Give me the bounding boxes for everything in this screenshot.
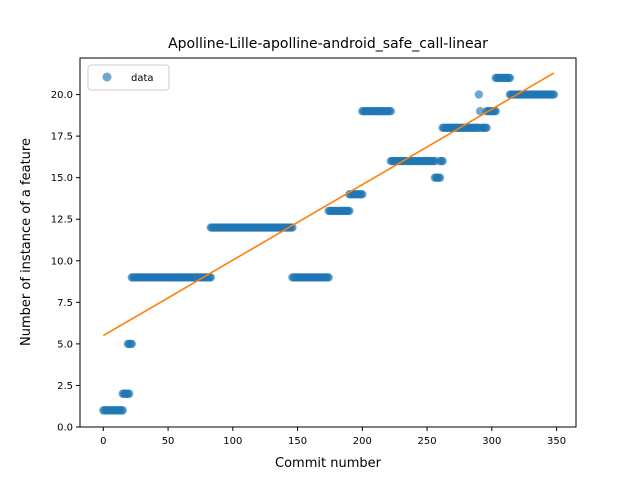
y-tick-label: 7.5 [57,298,73,309]
data-point [386,106,396,116]
data-point [324,273,333,282]
y-tick-label: 5.0 [57,339,73,350]
x-tick-label: 50 [162,436,175,447]
legend: data [87,64,170,91]
legend-label: data [131,73,154,84]
data-point [118,406,127,415]
plot-area [99,72,559,415]
data-point [475,106,485,116]
data-point [127,339,136,349]
x-tick-label: 200 [353,436,372,447]
legend-marker [102,72,112,82]
x-tick-label: 0 [100,436,106,447]
data-point [482,123,491,133]
x-tick-label: 250 [418,436,437,447]
x-tick-label: 350 [547,436,566,447]
x-tick-label: 100 [223,436,242,447]
data-point [358,190,367,199]
data-point [125,389,134,398]
data-point [345,206,354,216]
data-point [288,223,297,232]
y-tick-label: 2.5 [57,381,73,392]
x-tick-label: 150 [288,436,307,447]
x-tick-label: 300 [482,436,501,447]
plot-frame [79,57,577,428]
data-point [474,90,484,99]
y-axis: 0.0 2.5 5.0 7.5 10.0 12.5 15.0 17.5 20.0 [51,90,80,434]
data-point [438,156,447,166]
data-point [206,273,215,282]
y-axis-label: Number of instance of a feature [19,138,34,346]
data-point [435,173,445,182]
y-tick-label: 10.0 [51,256,73,267]
y-tick-label: 20.0 [51,90,73,101]
fit-line [102,72,555,337]
y-tick-label: 17.5 [51,132,73,143]
chart-title: Apolline-Lille-apolline-android_safe_cal… [168,36,488,52]
y-tick-label: 15.0 [51,173,73,184]
data-point [491,106,500,116]
y-tick-label: 12.5 [51,215,73,226]
x-axis: 0 50 100 150 200 250 300 350 [100,427,566,447]
data-point [505,73,515,83]
data-point [549,90,559,99]
x-axis-label: Commit number [275,456,382,471]
y-tick-label: 0.0 [57,423,73,434]
legend-box [87,64,170,91]
